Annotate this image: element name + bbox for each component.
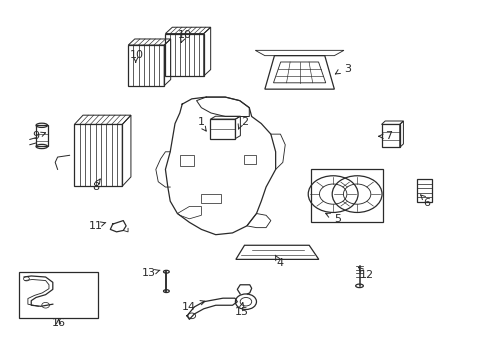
Text: 5: 5 <box>334 214 341 224</box>
Text: 2: 2 <box>241 117 247 127</box>
Text: 10: 10 <box>177 30 191 40</box>
Text: 14: 14 <box>182 302 196 312</box>
Text: 1: 1 <box>198 117 204 127</box>
Text: 4: 4 <box>276 258 284 268</box>
Text: 6: 6 <box>422 198 429 208</box>
Text: 12: 12 <box>359 270 373 280</box>
Text: 11: 11 <box>89 221 103 231</box>
Text: 9: 9 <box>32 131 40 141</box>
Text: 3: 3 <box>344 64 350 74</box>
Text: 15: 15 <box>235 307 248 317</box>
Text: 10: 10 <box>129 50 143 60</box>
Text: 13: 13 <box>142 269 155 279</box>
Text: 7: 7 <box>384 131 391 141</box>
Text: 8: 8 <box>92 182 99 192</box>
Text: 16: 16 <box>51 318 65 328</box>
